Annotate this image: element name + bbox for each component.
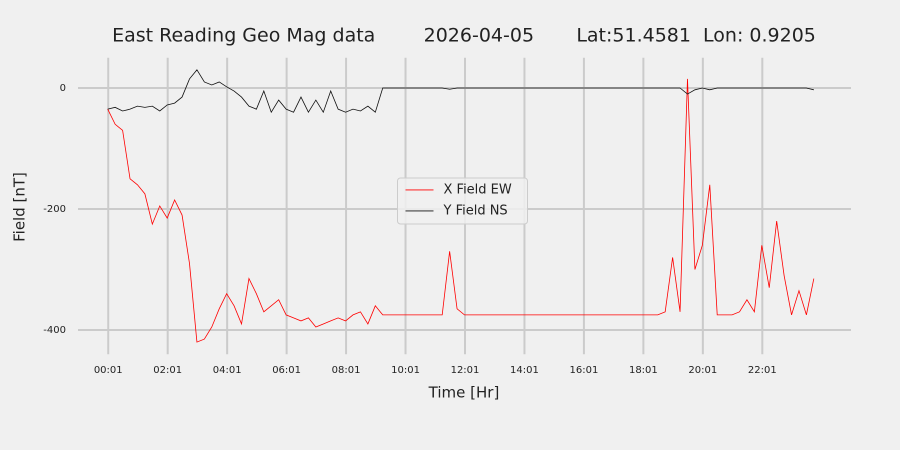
x-tick-label: 08:01 — [332, 365, 361, 376]
x-tick-label: 12:01 — [451, 365, 480, 376]
chart-title: East Reading Geo Mag data 2026-04-05 Lat… — [112, 25, 816, 47]
x-tick-label: 00:01 — [94, 365, 123, 376]
y-tick-label: -400 — [43, 325, 66, 336]
x-tick-label: 02:01 — [153, 365, 182, 376]
x-tick-label: 16:01 — [570, 365, 599, 376]
legend: X Field EW Y Field NS — [397, 177, 528, 225]
x-tick-label: 06:01 — [272, 365, 301, 376]
legend-box — [397, 177, 528, 225]
y-axis-label: Field [nT] — [11, 172, 29, 242]
x-axis-label: Time [Hr] — [428, 384, 500, 402]
x-tick-label: 14:01 — [510, 365, 539, 376]
x-tick-label: 20:01 — [688, 365, 717, 376]
series-line — [107, 69, 814, 114]
grid — [78, 57, 851, 355]
y-tick-label: -200 — [43, 204, 66, 215]
series-line — [107, 78, 815, 343]
x-tick-label: 10:01 — [391, 365, 420, 376]
x-tick-label: 04:01 — [213, 365, 242, 376]
legend-label: X Field EW — [444, 182, 512, 197]
legend-label: Y Field NS — [443, 203, 508, 218]
x-tick-label: 22:01 — [748, 365, 777, 376]
y-tick-label: 0 — [60, 83, 66, 94]
x-tick-label: 18:01 — [629, 365, 658, 376]
